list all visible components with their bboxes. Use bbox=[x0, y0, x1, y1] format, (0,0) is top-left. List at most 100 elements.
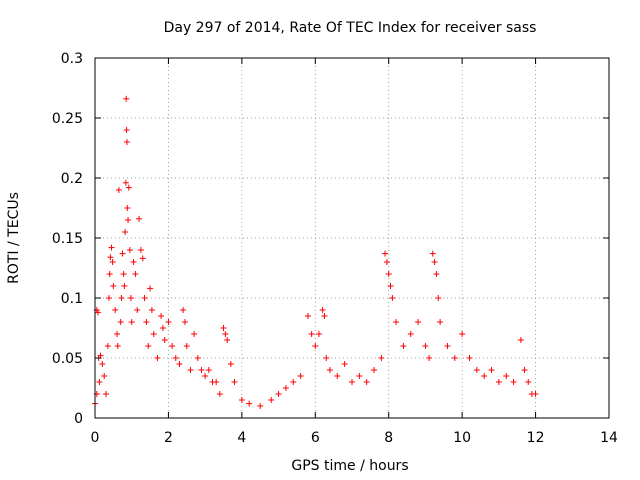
data-point bbox=[120, 271, 127, 277]
y-tick-label: 0.05 bbox=[52, 351, 83, 367]
data-point bbox=[444, 343, 451, 349]
data-point bbox=[257, 403, 264, 409]
data-point bbox=[117, 319, 124, 325]
data-point bbox=[246, 400, 253, 407]
data-point bbox=[125, 217, 132, 223]
data-point bbox=[109, 259, 116, 265]
data-point bbox=[268, 397, 275, 403]
data-point bbox=[181, 319, 188, 325]
data-point bbox=[180, 307, 187, 313]
data-point bbox=[122, 179, 129, 186]
data-point bbox=[323, 355, 330, 361]
data-point bbox=[172, 355, 179, 361]
data-point bbox=[363, 379, 370, 385]
y-tick-label: 0 bbox=[74, 411, 83, 427]
data-point bbox=[216, 391, 223, 397]
data-point bbox=[114, 331, 121, 337]
data-point bbox=[126, 247, 133, 253]
data-point bbox=[169, 343, 176, 349]
data-point bbox=[282, 385, 289, 391]
data-point bbox=[275, 391, 282, 397]
y-tick-label: 0.2 bbox=[61, 171, 83, 187]
data-point bbox=[112, 307, 119, 313]
data-point bbox=[123, 95, 130, 102]
data-point bbox=[165, 319, 172, 325]
data-point bbox=[122, 229, 129, 235]
y-tick-label: 0.3 bbox=[61, 51, 83, 67]
data-point bbox=[382, 250, 389, 257]
data-point bbox=[227, 361, 234, 367]
data-point bbox=[139, 255, 146, 262]
data-point bbox=[517, 337, 524, 343]
data-point bbox=[128, 319, 135, 325]
data-point bbox=[101, 373, 108, 379]
data-point bbox=[136, 215, 143, 222]
data-point bbox=[521, 367, 528, 373]
data-point bbox=[141, 295, 148, 301]
data-point bbox=[106, 271, 113, 277]
data-point bbox=[473, 367, 480, 373]
data-point bbox=[110, 283, 117, 289]
data-point bbox=[231, 379, 238, 385]
data-point bbox=[431, 259, 438, 265]
data-point bbox=[130, 259, 137, 265]
data-point bbox=[389, 295, 396, 301]
data-point bbox=[222, 331, 229, 337]
data-point bbox=[385, 271, 392, 277]
data-point bbox=[115, 187, 122, 193]
data-point bbox=[238, 397, 245, 403]
data-point bbox=[290, 379, 297, 385]
data-point bbox=[187, 367, 194, 373]
data-point bbox=[125, 184, 132, 191]
data-point bbox=[326, 367, 333, 373]
data-point bbox=[400, 343, 407, 349]
data-point bbox=[205, 367, 212, 373]
data-point bbox=[312, 343, 319, 349]
data-point bbox=[148, 307, 155, 313]
data-point bbox=[319, 307, 326, 313]
data-point bbox=[297, 373, 304, 379]
data-point bbox=[176, 361, 183, 367]
data-point bbox=[123, 139, 130, 145]
x-axis-ticks: 0 2 4 6 8 10 12 14 bbox=[91, 58, 618, 446]
x-tick-label: 2 bbox=[164, 430, 173, 446]
data-point bbox=[194, 355, 201, 361]
data-point bbox=[466, 355, 473, 361]
data-points bbox=[92, 95, 539, 409]
x-tick-label: 12 bbox=[527, 430, 545, 446]
data-point bbox=[159, 325, 166, 331]
data-point bbox=[198, 367, 205, 373]
data-point bbox=[103, 391, 110, 397]
data-point bbox=[119, 250, 126, 257]
y-axis-ticks: 0 0.05 0.1 0.15 0.2 0.25 0.3 bbox=[52, 51, 609, 427]
data-point bbox=[137, 247, 144, 253]
data-point bbox=[104, 343, 111, 349]
data-point bbox=[147, 285, 154, 292]
data-point bbox=[387, 283, 394, 289]
data-point bbox=[114, 343, 121, 349]
x-tick-label: 10 bbox=[453, 430, 471, 446]
x-axis-label: GPS time / hours bbox=[291, 458, 408, 474]
data-point bbox=[315, 331, 322, 337]
data-point bbox=[341, 361, 348, 367]
data-point bbox=[107, 254, 114, 261]
data-point bbox=[191, 331, 198, 337]
data-point bbox=[183, 343, 190, 349]
data-point bbox=[433, 271, 440, 277]
data-point bbox=[429, 250, 436, 257]
data-point bbox=[143, 319, 150, 325]
data-point bbox=[437, 319, 444, 325]
data-point bbox=[415, 319, 422, 325]
data-point bbox=[481, 373, 488, 379]
data-point bbox=[145, 343, 152, 349]
data-point bbox=[407, 331, 414, 337]
data-point bbox=[321, 313, 328, 319]
y-tick-label: 0.1 bbox=[61, 291, 83, 307]
data-point bbox=[99, 361, 106, 367]
x-tick-label: 8 bbox=[384, 430, 393, 446]
chart-title: Day 297 of 2014, Rate Of TEC Index for r… bbox=[164, 20, 537, 36]
data-point bbox=[304, 313, 311, 319]
data-point bbox=[124, 205, 131, 211]
data-point bbox=[108, 244, 115, 251]
data-point bbox=[510, 379, 517, 385]
